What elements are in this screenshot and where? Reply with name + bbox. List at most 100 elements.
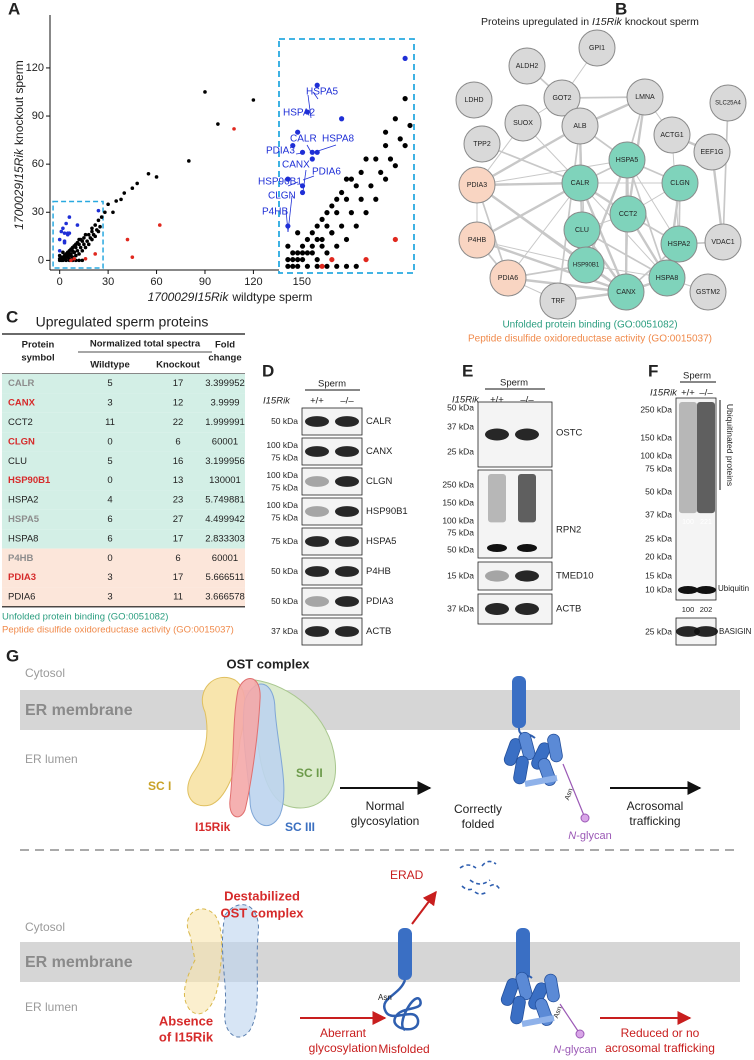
point [75, 240, 80, 245]
annotations: HSPA5 HSPA2 CALR HSPA8 PDIA3 CANX PDIA6 … [258, 87, 354, 218]
asn-label: Asn [553, 1005, 564, 1019]
inset-point [309, 149, 315, 155]
cylinder [544, 973, 560, 1003]
node-label: PDIA3 [467, 182, 487, 189]
folded-protein [500, 928, 585, 1039]
inset-point [290, 142, 296, 149]
inset-point [368, 183, 374, 189]
row-bg [2, 490, 245, 510]
node [458, 166, 496, 204]
asn-label: Asn [378, 993, 392, 1002]
complex-label: OST complex [220, 905, 304, 920]
gene-label: PDIA3 [266, 146, 295, 157]
band [678, 586, 698, 594]
point [74, 253, 78, 258]
x-axis-label: 1700029I15Rik wildtype sperm [148, 290, 313, 304]
point [111, 210, 115, 215]
point [251, 98, 256, 102]
point [99, 215, 104, 219]
cell: 0 [107, 553, 112, 564]
cell: 5.666511 [206, 572, 245, 583]
point [154, 175, 159, 179]
inset-point [382, 129, 389, 135]
point [69, 252, 73, 256]
inset-point [392, 116, 398, 122]
point [67, 231, 72, 235]
cell: CANX [8, 398, 36, 409]
quant-value: 100 [682, 519, 694, 526]
gene-label: CALR [290, 134, 317, 145]
leader [312, 91, 319, 100]
inset-point [295, 129, 301, 135]
leader [287, 195, 293, 233]
y-label-italic: 1700029I15Rik [12, 148, 26, 230]
membrane [20, 690, 740, 730]
x-label-plain: wildtype sperm [231, 290, 312, 304]
inset-point [290, 263, 296, 269]
inset-point [295, 263, 301, 269]
point [57, 237, 62, 242]
helix [512, 676, 526, 728]
point [77, 258, 81, 263]
inset-point [343, 236, 350, 243]
subunit-label: SC I [148, 779, 171, 793]
y-tick-label: 0 [38, 254, 44, 266]
group-label: Sperm [500, 378, 528, 389]
cell: 5.749881 [205, 495, 245, 506]
glycan-stem [559, 1003, 581, 1035]
inset-point [299, 189, 306, 196]
edge [557, 125, 581, 302]
inset-point [290, 256, 296, 263]
node-label: TPP2 [473, 141, 491, 148]
protein-label: TMED10 [556, 571, 593, 582]
inset-point [343, 176, 350, 182]
band [485, 428, 509, 441]
band [515, 428, 539, 441]
inset-point [319, 263, 325, 269]
cell: 11 [105, 417, 115, 428]
node-label: LDHD [464, 97, 483, 104]
x-tick-label: 90 [199, 276, 211, 288]
edge [476, 181, 581, 242]
point [72, 244, 77, 248]
region-label: ER lumen [25, 1000, 78, 1014]
smear [488, 474, 506, 523]
point [90, 229, 94, 234]
marker-label: 37 kDa [447, 603, 474, 613]
inset-point [299, 149, 306, 155]
glycan-n: N [553, 1044, 561, 1056]
i15rik-shape [229, 678, 261, 818]
gene-label: PDIA6 [312, 167, 341, 178]
band [335, 536, 359, 547]
point [85, 239, 89, 243]
header: Fold [215, 340, 235, 351]
point [90, 226, 94, 231]
gene-label: HSPA5 [306, 87, 338, 98]
point [64, 221, 68, 226]
header: symbol [21, 353, 54, 364]
marker-label: 37 kDa [271, 626, 298, 636]
genotype-label: I15Rik [650, 388, 678, 399]
point [77, 252, 81, 256]
point [232, 127, 236, 131]
inset-point [358, 169, 364, 176]
point [61, 250, 65, 255]
cell: 3.666578 [205, 592, 245, 603]
marker-label: 50 kDa [271, 416, 298, 426]
node [463, 125, 501, 163]
glycan [575, 1029, 585, 1039]
inset-point [309, 156, 315, 162]
membrane-label: ER membrane [25, 954, 133, 971]
inset-point [324, 223, 330, 229]
cell: HSPA2 [8, 495, 38, 506]
leader-lines [285, 91, 337, 233]
inset-point [329, 203, 335, 209]
marker-label: 50 kDa [271, 566, 298, 576]
cell: HSPA8 [8, 533, 38, 544]
point [125, 237, 130, 242]
cell: 12 [173, 398, 184, 409]
cell: 6 [107, 514, 112, 525]
cell: 6 [107, 533, 112, 544]
marker-label: 100 kDa [640, 450, 672, 460]
